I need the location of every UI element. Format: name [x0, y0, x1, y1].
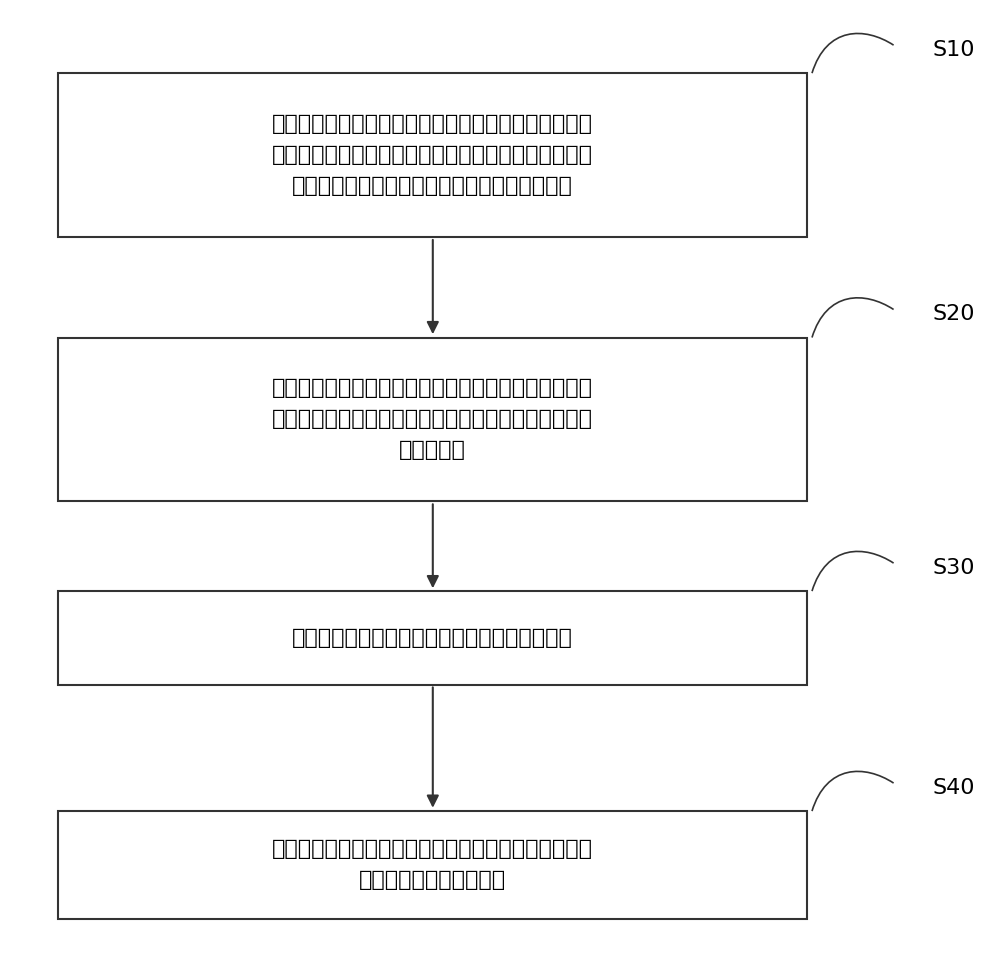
- Text: 根据所述状态预测结果判断汽轮机是否出现异常，并在
异常时生成故障预警信息: 根据所述状态预测结果判断汽轮机是否出现异常，并在 异常时生成故障预警信息: [272, 839, 593, 890]
- Text: S10: S10: [932, 40, 974, 59]
- FancyBboxPatch shape: [58, 73, 807, 236]
- FancyBboxPatch shape: [58, 338, 807, 501]
- Text: S30: S30: [932, 558, 974, 578]
- Text: 获取实时采集的汽轮机的多个监测参数的信号数据，并
分别对每个监测参数的信号数据进行处理，且根据处理
后的多个监测参数的信号数据生成多维矩阵数据: 获取实时采集的汽轮机的多个监测参数的信号数据，并 分别对每个监测参数的信号数据进…: [272, 114, 593, 197]
- Text: S20: S20: [932, 305, 974, 324]
- Text: 根据所述参数预测信息，实时输出状态预测结果: 根据所述参数预测信息，实时输出状态预测结果: [292, 628, 573, 648]
- FancyBboxPatch shape: [58, 592, 807, 685]
- Text: S40: S40: [932, 777, 974, 798]
- Text: 将所述多维矩阵数据送入预先建立的状态预测模型，并
根据所述状态预测模型的输出获取汽轮机下一时刻的参
数预测信息: 将所述多维矩阵数据送入预先建立的状态预测模型，并 根据所述状态预测模型的输出获取…: [272, 378, 593, 460]
- FancyBboxPatch shape: [58, 811, 807, 919]
